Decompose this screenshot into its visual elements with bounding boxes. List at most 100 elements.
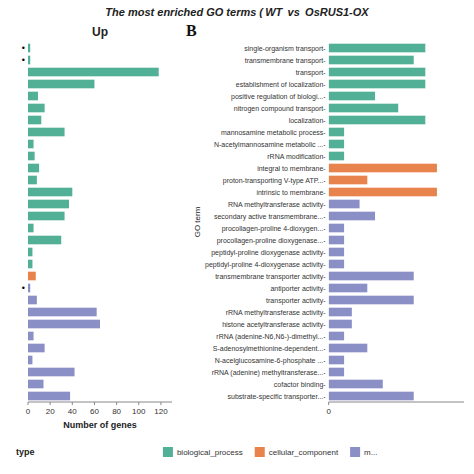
y-tick-label: rRNA (adenine-N6,N6-)-dimethyl...- [216,333,326,341]
x-axis-label: Number of genes [63,420,137,430]
marker-annotation: • [22,283,25,293]
bar [329,356,344,365]
bar [28,380,44,389]
x-tick [28,402,29,405]
y-tick-label: peptidyl-proline dioxygenase activity- [211,249,326,257]
y-tick-label: transport- [296,69,327,77]
legend-title: type [16,447,35,457]
y-tick-label: histone acetyltransferase activity- [222,321,326,329]
title: The most enriched GO terms ( WT vs OsRUS… [105,6,369,18]
bar [329,44,426,53]
marker-annotation: • [22,55,25,65]
y-tick-label: secondary active transmembrane...- [214,213,326,221]
x-tick [72,402,73,405]
bar [28,188,72,197]
x-tick [116,402,117,405]
bar [28,392,70,401]
y-tick-label: RNA methyltransferase activity- [228,201,326,209]
bar [329,344,368,353]
y-tick-label: rRNA modification- [267,153,326,160]
bar [28,92,38,101]
y-tick-label: peptidyl-proline 4-dioxygenase activity- [205,261,326,269]
x-axis-line [28,402,172,403]
bar [28,176,37,185]
bar [28,320,100,329]
bar [329,236,344,245]
bar [329,152,344,161]
y-tick-label: nitrogen compound transport- [234,105,326,113]
bar [28,224,34,233]
x-tick-label: 80 [112,407,121,416]
y-tick-label: antiporter activity- [270,285,326,293]
legend-label: biological_process [177,448,243,457]
bar [329,188,437,197]
bar [28,152,35,161]
bar [329,296,414,305]
x-tick [138,402,139,405]
chart: The most enriched GO terms ( WT vs OsRUS… [0,0,474,474]
bar [28,104,45,113]
y-tick-label: procollagen-proline dioxygenase...- [217,237,327,245]
bar [28,164,39,173]
y-tick-label: mannosamine metabolic process- [221,129,326,137]
bar [329,104,399,113]
y-tick-label: procollagen-proline 4-dioxygen...- [222,225,327,233]
bar [28,236,61,245]
bars [28,44,159,401]
bar [329,116,426,125]
x-tick-label: 20 [46,407,55,416]
legend-label: m... [364,448,377,457]
legend: biological_process cellular_component m... [163,447,378,457]
y-axis-label: GO term [193,206,202,237]
bar [28,68,159,77]
bar [28,44,30,53]
y-tick-label: transmembrane transport- [245,57,327,65]
x-tick-label: 120 [154,407,168,416]
x-tick-label: 60 [90,407,99,416]
y-tick-label: proton-transporting V-type ATP...- [223,177,327,185]
bar [329,368,344,377]
y-tick-label: transmembrane transporter activity- [215,273,326,281]
x-tick [50,402,51,405]
bar [28,212,65,221]
bar [28,260,32,269]
bar [329,80,426,89]
bar [28,272,36,281]
bar [329,320,352,329]
y-tick-label: substrate-specific transporter...- [228,393,327,401]
bar [329,212,375,221]
bar [329,308,352,317]
bar [28,344,45,353]
bar [329,68,426,77]
y-tick-label: localization- [289,117,327,124]
bar [329,200,360,209]
y-tick-label: rRNA (adenine) methyltransferase...- [212,369,327,377]
bar [28,116,41,125]
bar [28,296,37,305]
x-tick-label: 100 [132,407,146,416]
legend-swatch [163,447,173,457]
x-axis-line [329,402,464,403]
bar [329,332,344,341]
bar [28,284,30,293]
marker-annotation: • [22,43,25,53]
y-tick-label: establishment of localization- [236,81,327,88]
bar [329,272,414,281]
y-tick-label: integral to membrane- [257,165,326,173]
y-tick-label: cofactor binding- [274,381,326,389]
legend-label: cellular_component [269,448,339,457]
bar [329,392,414,401]
x-tick [328,402,329,405]
bar [329,140,344,149]
bar [329,284,368,293]
y-tick-label: transporter activity- [266,297,326,305]
bar [329,260,344,269]
panel-letter: B [186,22,197,39]
bar [28,56,30,65]
bar [28,356,32,365]
bar [28,332,34,341]
panel-title: Up [92,25,108,39]
x-tick [94,402,95,405]
y-tick-label: single-organism transport- [244,45,326,53]
y-tick-label: N-acetylmannosamine metabolic ...- [214,141,326,149]
